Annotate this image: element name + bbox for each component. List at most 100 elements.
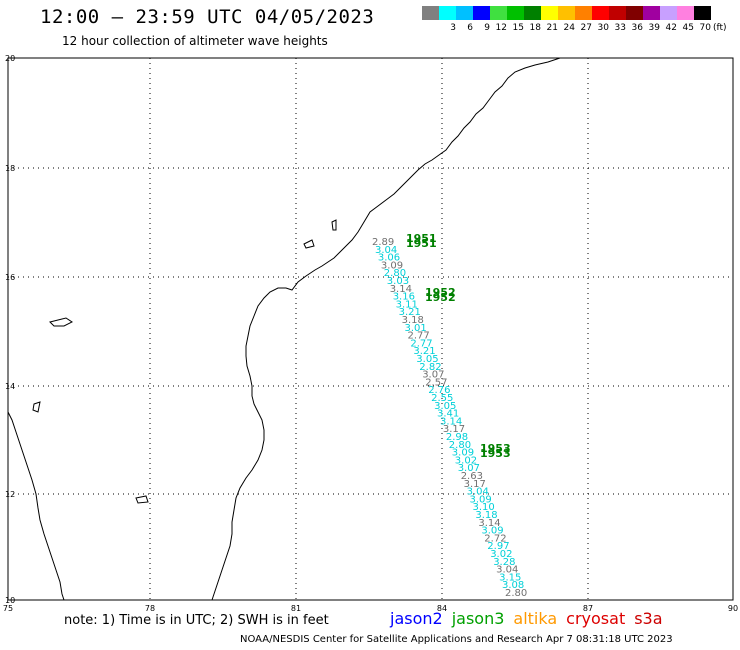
colorbar-label: 18 [529,23,541,33]
map-gridlines [8,58,733,600]
wave-height-value: 3.14 [478,518,500,529]
time-label: 1953 [480,442,511,455]
colorbar-swatch [609,6,626,20]
axis-tick-labels: 75 78 81 84 87 90 20 18 16 14 12 10 [3,54,738,613]
x-tick-label: 81 [291,604,301,613]
wave-height-value: 3.07 [458,463,480,474]
colorbar-swatch [677,6,694,20]
wave-height-value: 3.18 [402,315,424,326]
colorbar-swatch [660,6,677,20]
x-tick-label: 87 [583,604,593,613]
colorbar-swatch [473,6,490,20]
colorbar-swatch [439,6,456,20]
wave-height-value: 3.17 [443,424,465,435]
colorbar-swatch [575,6,592,20]
wave-height-value: 3.21 [413,346,435,357]
time-label: 1951 [406,232,437,245]
y-tick-label: 12 [5,490,15,499]
wave-height-value: 2.77 [408,331,430,342]
satellite-jason2: jason2 [390,609,443,628]
wave-height-value: 3.09 [470,494,492,505]
colorbar-label: 42 [665,23,677,33]
wave-height-value: 3.28 [493,557,515,568]
map-frame [7,57,734,601]
x-tick-label: 78 [145,604,155,613]
colorbar-swatch [541,6,558,20]
colorbar-label: 6 [467,23,473,33]
wave-height-value: 2.97 [487,541,509,552]
colorbar-label: 45 [682,23,694,33]
wave-height-value: 3.17 [464,479,486,490]
wave-height-value: 3.14 [390,284,412,295]
colorbar-swatch [490,6,507,20]
colorbar-labels: 3 6 9 12 15 18 21 24 27 30 33 36 39 42 45 70 (ft) [422,23,727,33]
wave-height-value: 3.16 [393,292,415,303]
wave-height-value: 3.10 [473,502,495,513]
x-tick-label: 75 [3,604,13,613]
wave-height-value: 3.05 [434,401,456,412]
coastline-west [7,411,65,601]
wave-height-value: 3.09 [381,260,403,271]
colorbar-swatch [507,6,524,20]
y-tick-label: 20 [5,54,15,63]
wave-height-value: 2.77 [410,338,432,349]
colorbar-label: 70 [699,23,711,33]
wave-height-value: 3.09 [452,448,474,459]
colorbar-label: 36 [631,23,643,33]
wave-height-value: 3.04 [375,245,397,256]
wave-height-value: 2.80 [505,588,527,599]
island [49,317,73,327]
wave-height-value: 2.82 [419,362,441,373]
wave-height-value: 2.80 [384,268,406,279]
wave-height-value: 3.06 [378,253,400,264]
time-label: 1952 [425,286,456,299]
coastline [211,57,561,601]
wave-height-value: 3.09 [481,526,503,537]
island-2 [303,239,315,249]
colorbar-swatch [456,6,473,20]
wave-height-value: 3.04 [496,565,518,576]
wave-height-value: 2.63 [461,471,483,482]
wave-height-value: 3.08 [502,580,524,591]
altimeter-track: 2.893.043.063.092.803.033.143.163.113.21… [372,237,527,599]
colorbar-swatch [592,6,609,20]
island-3 [32,401,41,413]
wave-height-value: 2.76 [428,385,450,396]
satellite-legend: jason2 jason3 altika cryosat s3a [390,609,663,628]
satellite-cryosat: cryosat [566,609,626,628]
colorbar-label: 30 [597,23,609,33]
time-label: 1953 [480,447,511,460]
wave-height-value: 3.04 [467,487,489,498]
colorbar-label: 21 [546,23,558,33]
colorbar-swatch [694,6,711,20]
colorbar-swatch [422,6,439,20]
wave-height-value: 3.21 [399,307,421,318]
wave-height-value: 3.05 [416,354,438,365]
x-tick-label: 84 [437,604,447,613]
credit-line: NOAA/NESDIS Center for Satellite Applica… [240,634,673,645]
wave-height-value: 3.07 [422,370,444,381]
colorbar-unit: (ft) [713,23,727,33]
wave-height-value: 2.80 [449,440,471,451]
colorbar-label: 15 [512,23,524,33]
y-tick-label: 10 [5,596,15,605]
satellite-jason3: jason3 [451,609,505,628]
wave-height-value: 3.11 [396,299,418,310]
y-tick-label: 16 [5,273,15,282]
colorbar-swatch [643,6,660,20]
wave-height-value: 2.98 [446,432,468,443]
wave-height-value: 2.55 [431,393,453,404]
colorbar-swatch [558,6,575,20]
wave-height-value: 3.02 [455,455,477,466]
wave-height-value: 3.01 [405,323,427,334]
wave-height-value: 3.41 [437,409,459,420]
colorbar-label: 24 [563,23,575,33]
wave-height-value: 3.14 [440,416,462,427]
footnote: note: 1) Time is in UTC; 2) SWH is in fe… [64,613,329,628]
time-label: 1952 [425,291,456,304]
time-label: 1951 [406,237,437,250]
colorbar-label: 27 [580,23,592,33]
satellite-altika: altika [513,609,558,628]
wave-height-value: 3.18 [475,510,497,521]
